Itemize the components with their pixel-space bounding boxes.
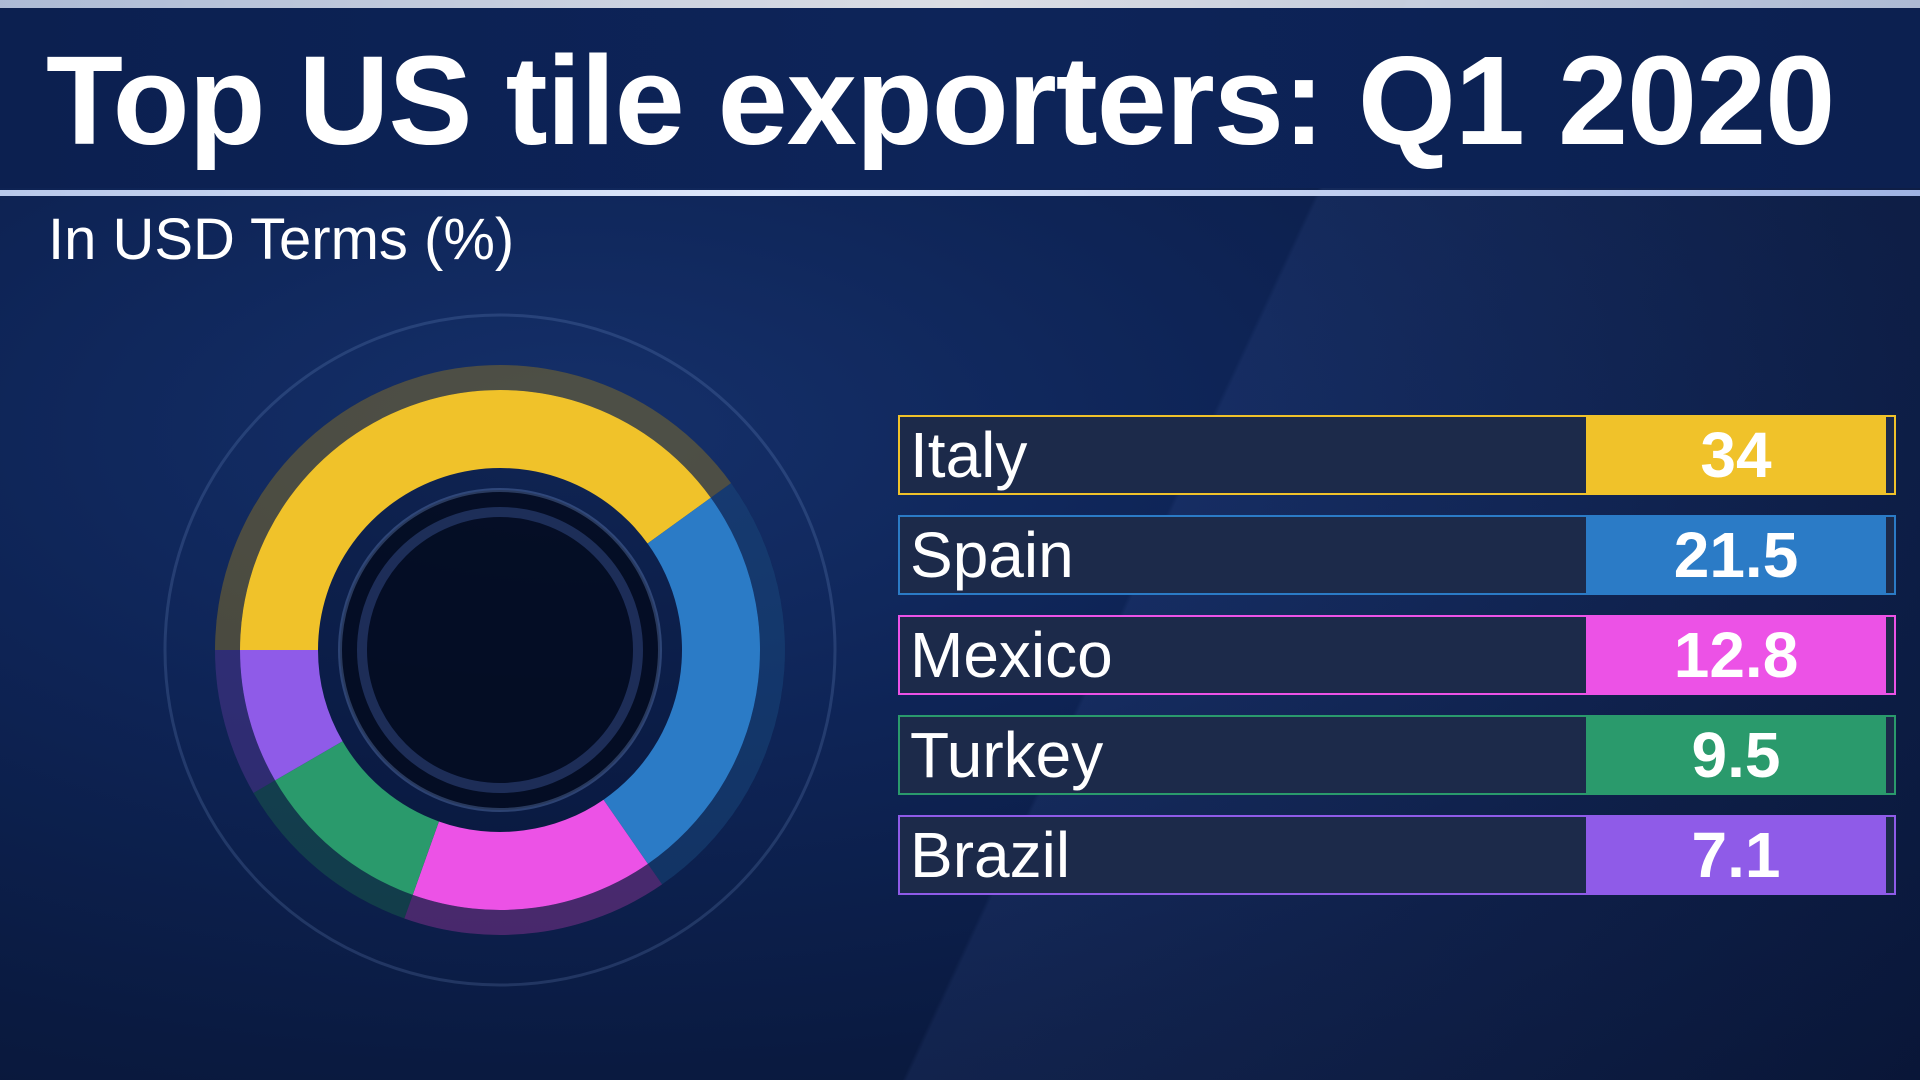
data-rows: Italy 34 Spain 21.5 Mexico 12.8 Turkey 9.5 Brazi… — [898, 415, 1898, 915]
legend-label-brazil: Brazil — [910, 819, 1071, 891]
donut-halo-turkey — [253, 780, 413, 919]
value-label-turkey: 9.5 — [1586, 717, 1886, 793]
title-divider — [0, 190, 1920, 196]
legend-label-mexico: Mexico — [910, 619, 1113, 691]
donut-segment-turkey — [275, 741, 439, 895]
legend-label-italy: Italy — [910, 419, 1028, 491]
donut-segment-brazil — [240, 650, 343, 781]
row-spain: Spain 21.5 — [898, 515, 1896, 595]
title-band — [0, 8, 1920, 188]
donut-segment-italy — [240, 390, 711, 650]
value-label-mexico: 12.8 — [1586, 617, 1886, 693]
donut-halo-mexico — [404, 863, 663, 935]
top-strip — [0, 0, 1920, 8]
inner-decor-ring — [357, 507, 643, 793]
chart-title: Top US tile exporters: Q1 2020 — [46, 30, 1835, 171]
legend-label-spain: Spain — [910, 519, 1074, 591]
donut-halo-spain — [647, 483, 785, 885]
inner-ring — [338, 488, 662, 812]
legend-label-turkey: Turkey — [910, 719, 1104, 791]
donut-segment-spain — [603, 497, 760, 864]
donut-segment-mexico — [412, 799, 648, 910]
donut-halo-italy — [215, 364, 732, 650]
row-mexico: Mexico 12.8 — [898, 615, 1896, 695]
row-turkey: Turkey 9.5 — [898, 715, 1896, 795]
outer-decor-ring — [163, 313, 837, 987]
chart-subtitle: In USD Terms (%) — [48, 207, 515, 272]
value-label-spain: 21.5 — [1586, 517, 1886, 593]
row-brazil: Brazil 7.1 — [898, 815, 1896, 895]
row-italy: Italy 34 — [898, 415, 1896, 495]
donut-chart — [163, 313, 837, 987]
value-label-italy: 34 — [1586, 417, 1886, 493]
value-label-brazil: 7.1 — [1586, 817, 1886, 893]
donut-halo-brazil — [215, 650, 276, 793]
